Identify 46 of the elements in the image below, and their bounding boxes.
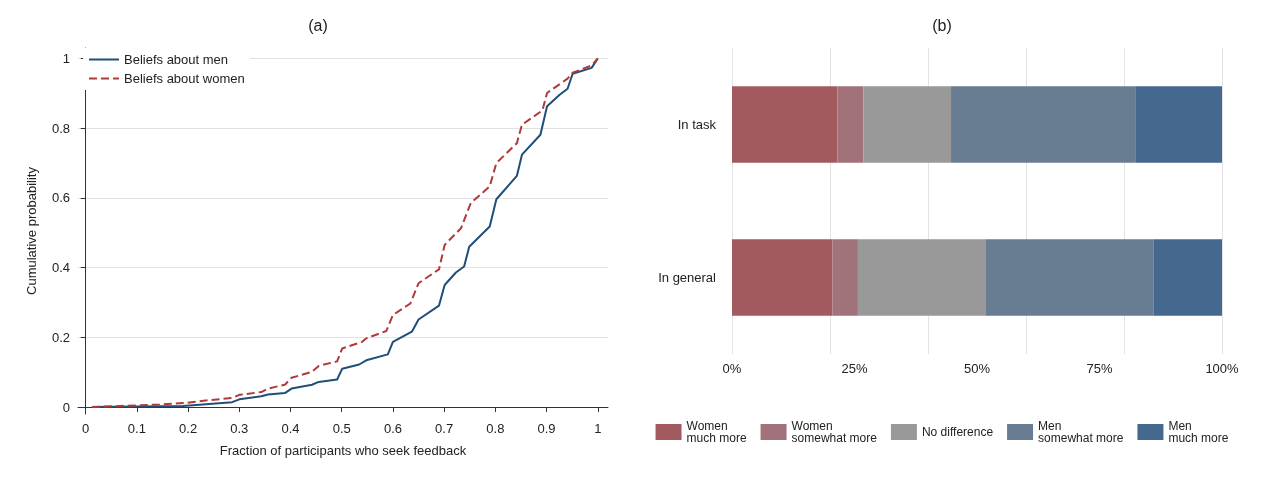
legend-label: No difference	[921, 425, 994, 439]
bar	[951, 86, 1136, 163]
bar	[863, 86, 952, 163]
y-tick-label: In task	[677, 117, 717, 132]
x-tick-label: 0.7	[435, 421, 454, 436]
legend-label: Beliefs about men	[124, 52, 229, 67]
legend-label: Women somewhat more	[791, 419, 878, 445]
bar	[837, 86, 864, 163]
x-tick-label: 75%	[1086, 361, 1113, 376]
chart-title: (b)	[932, 16, 952, 34]
x-tick-label: 0.4	[281, 421, 300, 436]
y-tick-label: 0	[62, 399, 70, 415]
x-tick-label: 25%	[841, 361, 868, 376]
legend-label: Women much more	[686, 419, 747, 445]
x-tick-label: 0.5	[332, 421, 351, 436]
legend-label: Men somewhat more	[1038, 419, 1124, 445]
legend-label: Beliefs about women	[124, 71, 245, 86]
bar	[1135, 86, 1222, 163]
x-tick-label: 0.3	[230, 421, 249, 436]
y-tick-label: 1	[62, 50, 70, 66]
y-tick-label: 0.2	[51, 329, 70, 345]
bar	[732, 239, 833, 316]
y-tick-label: 0.6	[51, 190, 70, 206]
x-tick-label: 0%	[722, 361, 742, 376]
x-tick-label: 0.8	[486, 421, 505, 436]
line-series	[90, 57, 599, 409]
bar	[985, 239, 1154, 316]
y-tick-label: 0.4	[51, 260, 70, 276]
y-axis-title: Cumulative probability	[24, 166, 39, 295]
x-axis-title: Fraction of participants who seek feedback	[219, 443, 467, 458]
x-tick-label: 0.1	[127, 421, 146, 436]
x-tick-label: 0.6	[383, 421, 402, 436]
x-tick-label: 1	[594, 421, 602, 436]
y-tick-label: In general	[658, 270, 717, 285]
x-tick-label: 0.2	[179, 421, 198, 436]
x-tick-label: 0.9	[537, 421, 556, 436]
x-tick-label: 100%	[1205, 361, 1240, 376]
y-tick-label: 0.8	[51, 120, 70, 136]
x-tick-label: 50%	[963, 361, 991, 376]
bar	[857, 239, 986, 316]
bar	[832, 239, 858, 316]
legend-label: Men much more	[1168, 419, 1229, 445]
bar	[1153, 239, 1222, 316]
chart-title: (a)	[308, 16, 328, 34]
bar	[732, 86, 838, 163]
x-tick-label: 0	[82, 421, 90, 436]
